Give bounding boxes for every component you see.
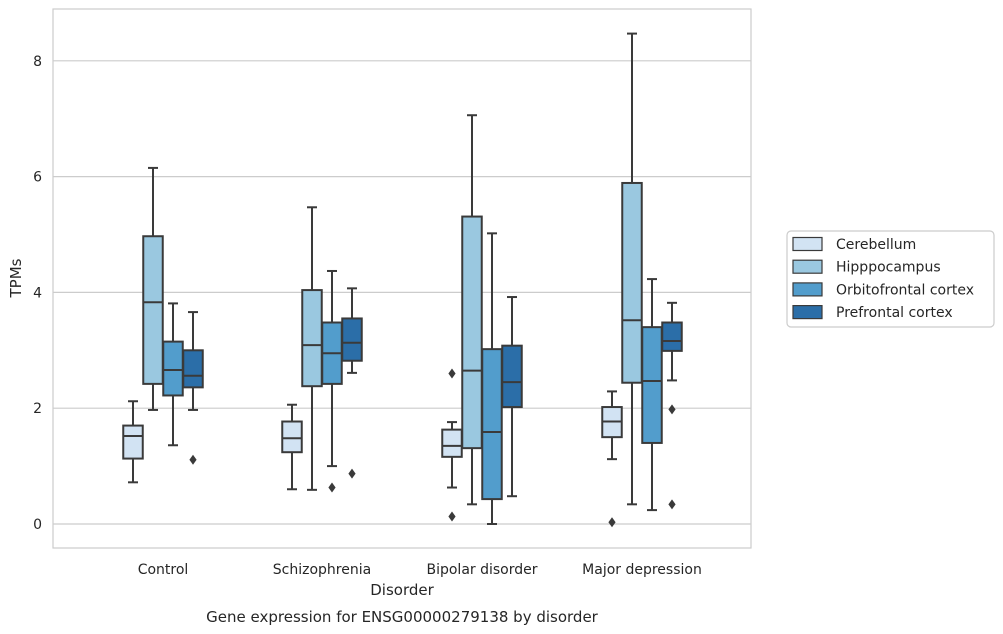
box-iqr [142,235,164,385]
chart-caption: Gene expression for ENSG00000279138 by d… [206,608,599,626]
y-gridlines [53,60,751,525]
legend-label: Orbitofrontal cortex [836,282,974,298]
box [481,232,503,525]
x-tick-label: Schizophrenia [273,562,371,578]
outlier-point [668,404,676,415]
legend-swatch [792,305,823,320]
outlier-point [348,468,356,479]
legend: Cerebellum Hipppocampus Orbitofrontal cort… [786,230,995,328]
outlier-point [608,517,616,528]
y-tick-label: 6 [33,170,42,186]
legend-label: Cerebellum [836,237,916,253]
y-tick-label: 0 [33,517,42,533]
legend-swatch [792,236,823,252]
box-iqr [641,326,663,444]
box [621,32,643,506]
legend-swatch [792,259,823,274]
outlier-point [448,511,456,522]
outlier-point [448,368,456,379]
box-series [122,32,683,528]
box-iqr [162,340,184,397]
y-tick-label: 4 [33,285,42,301]
box [601,390,623,528]
box-iqr [341,317,363,362]
outlier-point [328,482,336,493]
box-iqr [621,181,643,384]
box [122,400,144,484]
box-iqr [281,420,303,454]
box [142,166,164,411]
legend-swatch [792,282,823,297]
box-iqr [661,321,683,352]
x-tick-label: Bipolar disorder [426,562,537,578]
box [162,302,184,447]
box-iqr [182,349,204,389]
box [341,287,363,479]
box [301,206,323,491]
plot-frame [52,8,752,549]
x-tick-label: Major depression [582,562,702,578]
box [461,114,483,506]
box-iqr [501,344,523,409]
x-axis-title: Disorder [370,581,434,599]
legend-label: Hipppocampus [836,260,941,276]
box [501,296,523,498]
box [321,269,343,493]
y-tick-label: 8 [33,54,42,70]
x-axis-ticks: Control Schizophrenia Bipolar disorder Majo… [138,562,702,578]
y-tick-label: 2 [33,401,42,417]
box [281,403,303,491]
box [182,311,204,465]
y-axis-ticks: 0 2 4 6 8 [33,54,42,533]
box [641,278,663,512]
box-iqr [441,428,463,458]
y-axis-title: TPMs [7,258,25,298]
box [441,368,463,522]
legend-label: Prefrontal cortex [836,305,953,321]
outlier-point [668,499,676,510]
box-iqr [122,424,144,460]
box-iqr [301,289,323,388]
legend-frame [786,230,995,328]
box-iqr [481,348,503,501]
outlier-point [189,454,197,465]
x-tick-label: Control [138,562,189,578]
box-iqr [461,215,483,450]
box [661,301,683,510]
